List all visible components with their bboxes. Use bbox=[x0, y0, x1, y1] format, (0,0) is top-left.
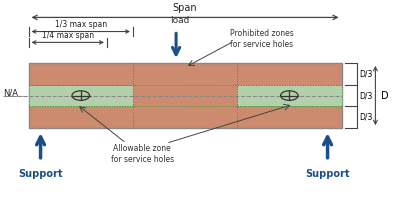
Text: Prohibited zones
for service holes: Prohibited zones for service holes bbox=[230, 29, 294, 49]
Bar bbox=[28, 63, 342, 128]
Text: load: load bbox=[170, 16, 190, 25]
Text: D/3: D/3 bbox=[360, 91, 373, 100]
Text: Span: Span bbox=[173, 3, 197, 13]
Text: 1/4 max span: 1/4 max span bbox=[42, 31, 94, 40]
Bar bbox=[28, 85, 133, 106]
Text: Support: Support bbox=[305, 169, 350, 179]
Text: Allowable zone
for service holes: Allowable zone for service holes bbox=[111, 144, 174, 164]
Text: Support: Support bbox=[18, 169, 63, 179]
Text: N/A: N/A bbox=[3, 89, 18, 98]
Text: 1/3 max span: 1/3 max span bbox=[55, 20, 107, 29]
Text: D/3: D/3 bbox=[360, 69, 373, 78]
Bar bbox=[237, 85, 342, 106]
Text: D/3: D/3 bbox=[360, 113, 373, 122]
Text: D: D bbox=[381, 91, 389, 101]
